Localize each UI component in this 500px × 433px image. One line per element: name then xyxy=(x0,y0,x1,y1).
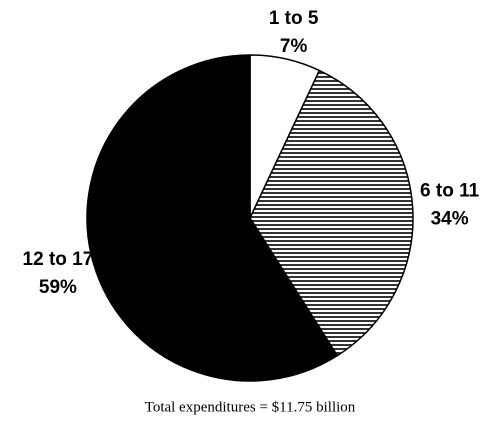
value-label: 59% xyxy=(39,277,77,298)
pie-slice xyxy=(249,69,414,357)
pie-slice xyxy=(86,54,339,382)
slice-label: 1 to 5 xyxy=(269,8,319,29)
note: Total expenditures = $11.75 billion xyxy=(145,399,356,415)
value-label: 7% xyxy=(280,36,308,57)
slice-label: 6 to 11 xyxy=(420,180,480,201)
slice-label: 12 to 17 xyxy=(23,249,94,270)
value-label: 34% xyxy=(431,208,469,229)
